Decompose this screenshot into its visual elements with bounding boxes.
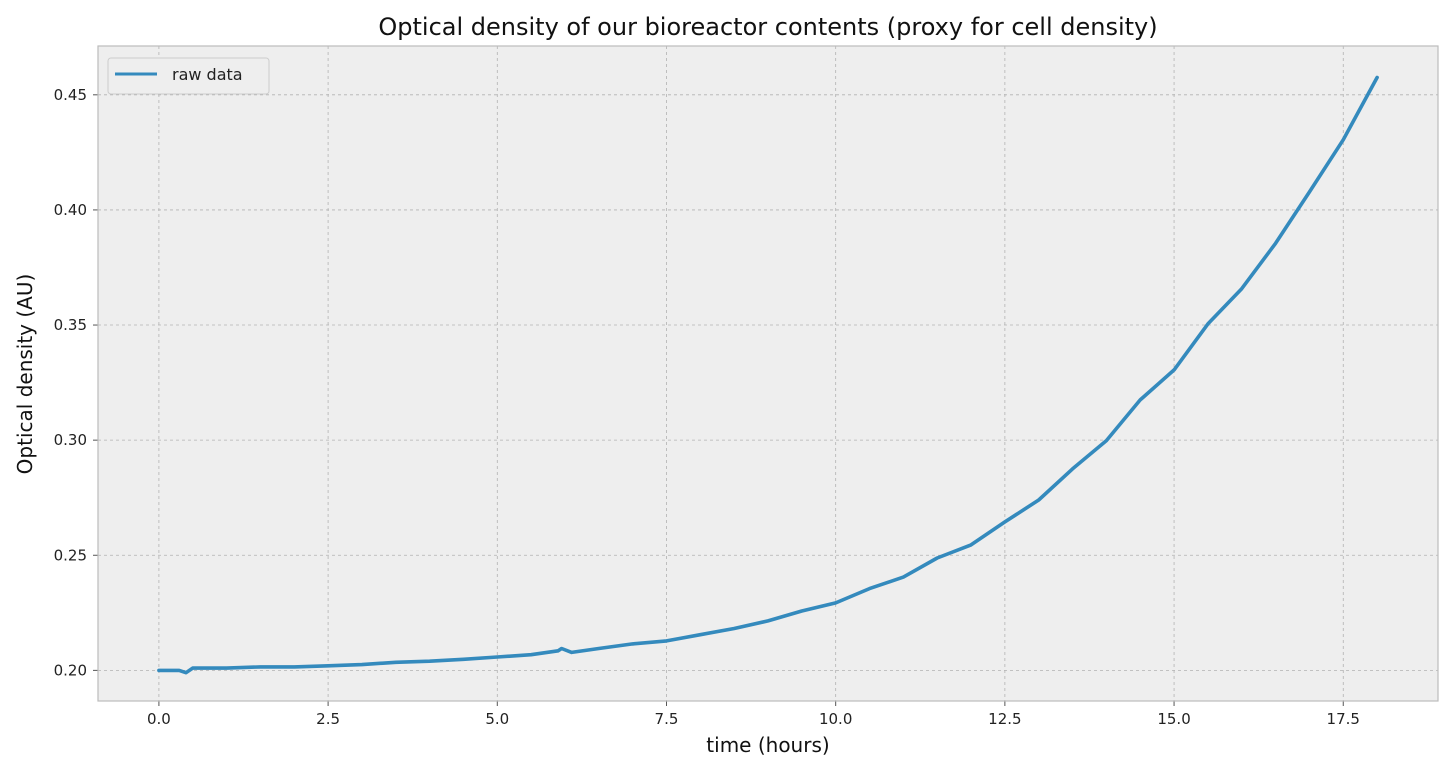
y-tick-label: 0.40 bbox=[54, 201, 87, 219]
chart-title: Optical density of our bioreactor conten… bbox=[378, 13, 1157, 41]
x-tick-label: 15.0 bbox=[1157, 710, 1190, 728]
y-tick-label: 0.45 bbox=[54, 86, 87, 104]
x-tick-label: 0.0 bbox=[147, 710, 171, 728]
grid bbox=[98, 46, 1438, 701]
series-layer bbox=[157, 75, 1379, 675]
ticks: 0.0 2.5 5.0 7.5 10.0 12.5 15.0 17.5 0.20 0.25 0.30… bbox=[54, 86, 1360, 728]
series-line-raw-data bbox=[157, 75, 1379, 675]
x-tick-label: 12.5 bbox=[988, 710, 1021, 728]
legend: raw data bbox=[107, 57, 270, 95]
y-tick-label: 0.25 bbox=[54, 546, 87, 564]
x-axis-label: time (hours) bbox=[706, 733, 829, 757]
x-tick-label: 2.5 bbox=[316, 710, 340, 728]
legend-label-raw-data: raw data bbox=[172, 65, 243, 84]
x-tick-label: 7.5 bbox=[655, 710, 679, 728]
plot-area bbox=[98, 46, 1438, 701]
x-tick-label: 10.0 bbox=[819, 710, 852, 728]
y-tick-label: 0.20 bbox=[54, 661, 87, 679]
x-tick-label: 5.0 bbox=[485, 710, 509, 728]
y-axis-label: Optical density (AU) bbox=[13, 274, 37, 475]
plot-frame bbox=[97, 45, 1439, 702]
legend-box bbox=[107, 57, 270, 95]
y-tick-label: 0.35 bbox=[54, 316, 87, 334]
x-tick-label: 17.5 bbox=[1327, 710, 1360, 728]
y-tick-label: 0.30 bbox=[54, 431, 87, 449]
